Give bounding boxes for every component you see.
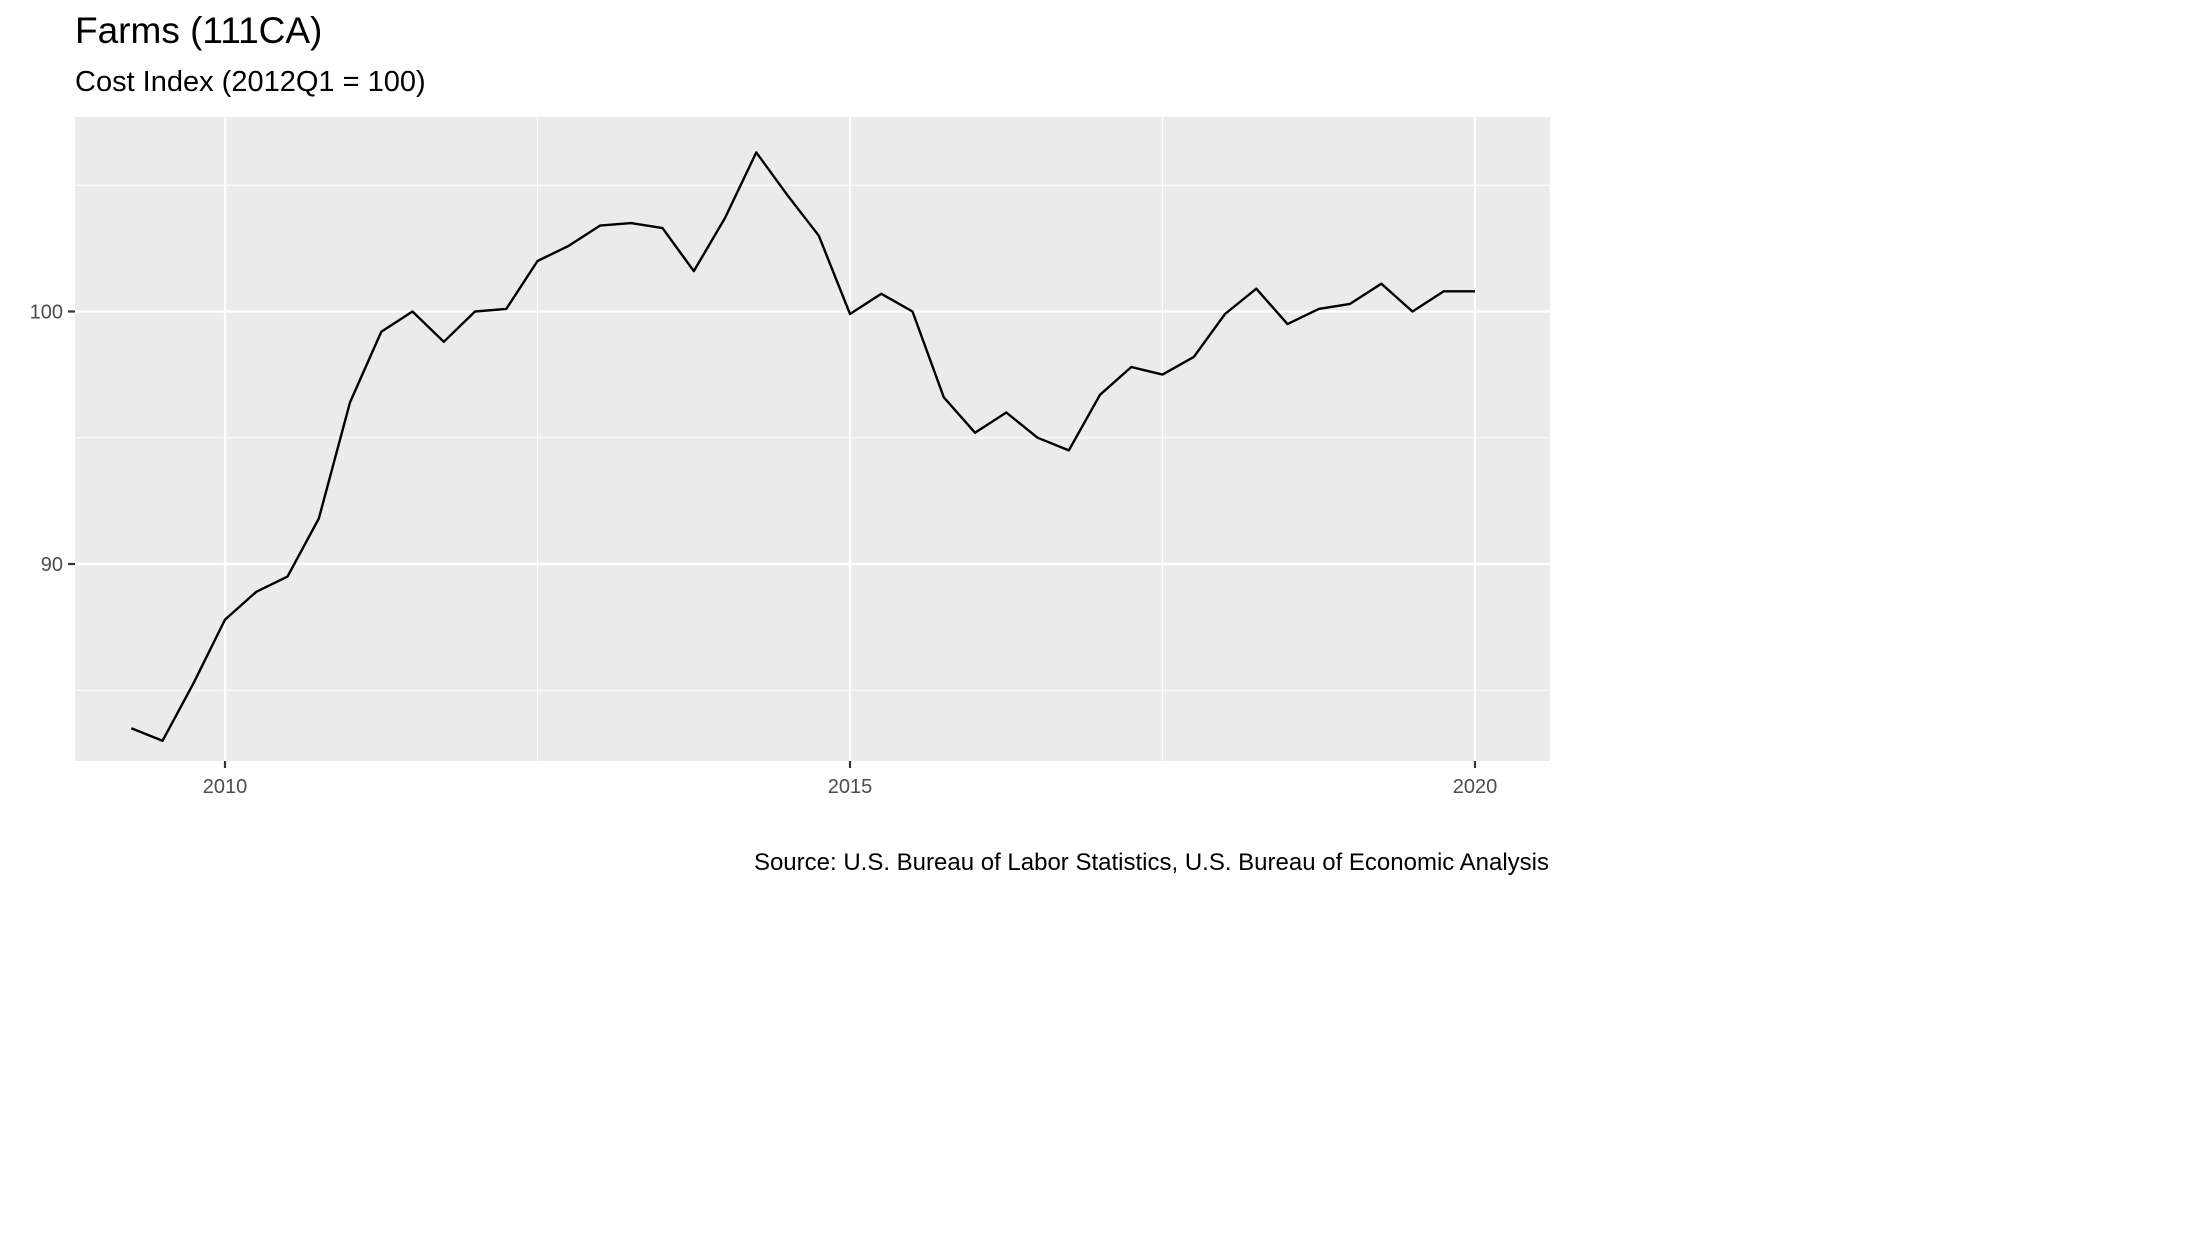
axis-ticks bbox=[68, 310, 1477, 768]
data-series bbox=[130, 151, 1475, 742]
chart-subtitle: Cost Index (2012Q1 = 100) bbox=[75, 66, 426, 98]
series-line bbox=[130, 151, 1475, 742]
source-caption: Source: U.S. Bureau of Labor Statistics,… bbox=[753, 849, 1549, 876]
axis-tick-labels: 2010 2015 2020 90 100 bbox=[30, 301, 1498, 798]
plot-panel bbox=[75, 117, 1550, 761]
minor-gridlines bbox=[75, 117, 1550, 761]
y-tick-label: 90 bbox=[41, 554, 63, 576]
x-tick-label: 2010 bbox=[203, 776, 248, 798]
x-tick-label: 2015 bbox=[828, 776, 873, 798]
y-tick-label: 100 bbox=[30, 301, 63, 323]
line-chart: 2010 2015 2020 90 100 bbox=[30, 117, 1550, 798]
major-gridlines bbox=[75, 117, 1550, 761]
chart-title: Farms (111CA) bbox=[75, 10, 323, 51]
x-tick-label: 2020 bbox=[1453, 776, 1498, 798]
